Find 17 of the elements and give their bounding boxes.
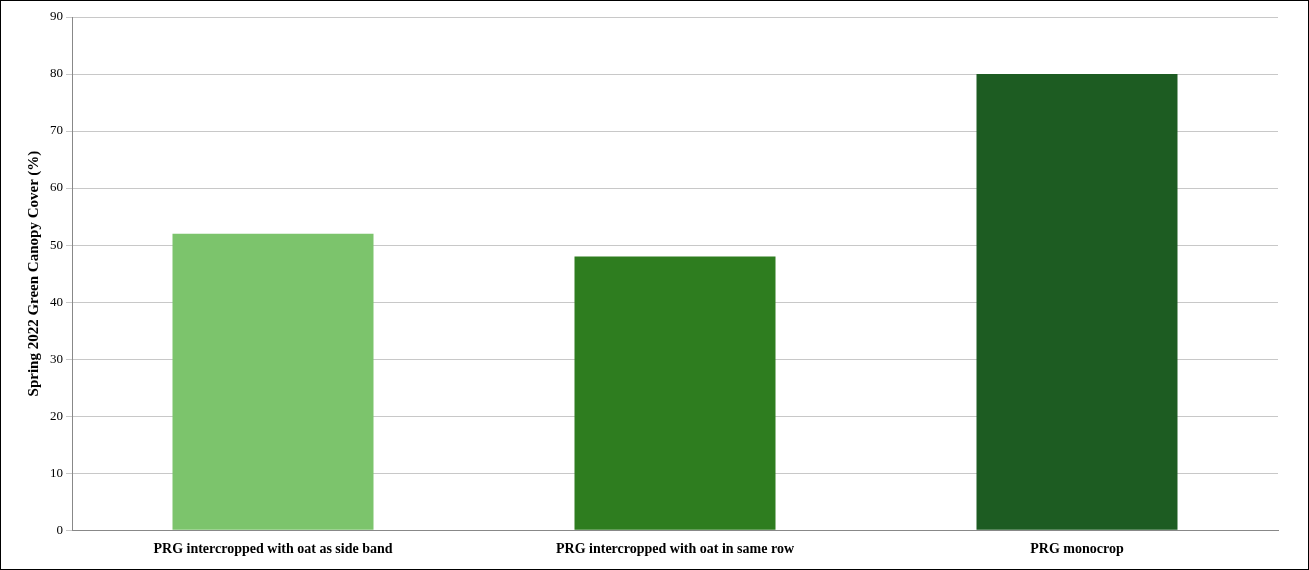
y-tick-label: 60: [50, 179, 63, 195]
y-tick-label: 70: [50, 122, 63, 138]
y-tick-label: 90: [50, 8, 63, 24]
x-tick-label: PRG monocrop: [1030, 541, 1124, 557]
y-tick-label: 50: [50, 236, 63, 252]
y-tick-label: 10: [50, 464, 63, 480]
y-tick-label: 80: [50, 65, 63, 81]
x-tick-label: PRG intercropped with oat as side band: [153, 541, 393, 557]
y-tick-label: 0: [56, 521, 63, 537]
bar: [574, 256, 776, 530]
x-tick-label: PRG intercropped with oat in same row: [556, 541, 795, 557]
y-tick-label: 40: [50, 293, 63, 309]
bar: [172, 233, 374, 530]
y-tick-label: 20: [50, 407, 63, 423]
bar: [976, 74, 1178, 530]
y-tick-label: 30: [50, 350, 63, 366]
y-axis-title: Spring 2022 Green Canopy Cover (%): [24, 150, 42, 397]
